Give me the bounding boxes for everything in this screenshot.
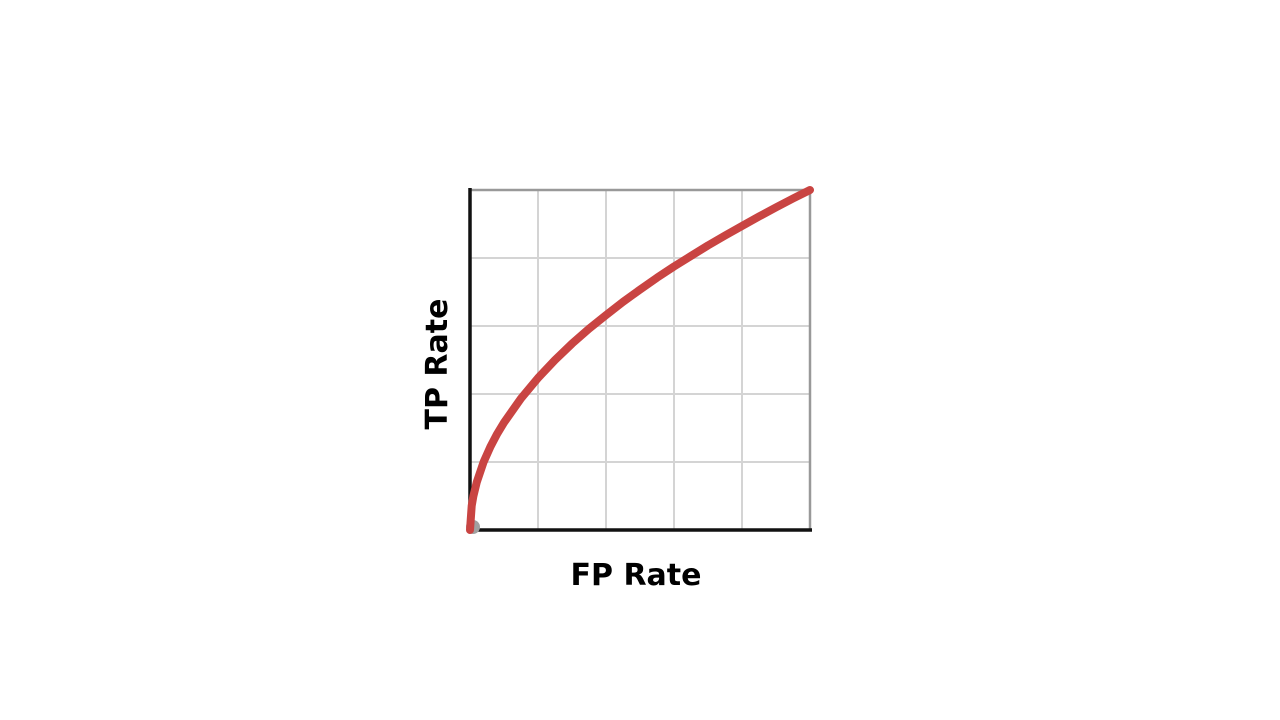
- plot-frame: [470, 188, 812, 530]
- axes: [468, 188, 812, 532]
- roc-curve: [466, 186, 814, 534]
- series-layer: [466, 186, 814, 534]
- x-axis-label: FP Rate: [571, 558, 702, 593]
- grid-lines: [470, 190, 810, 530]
- y-axis-label: TP Rate: [420, 299, 455, 430]
